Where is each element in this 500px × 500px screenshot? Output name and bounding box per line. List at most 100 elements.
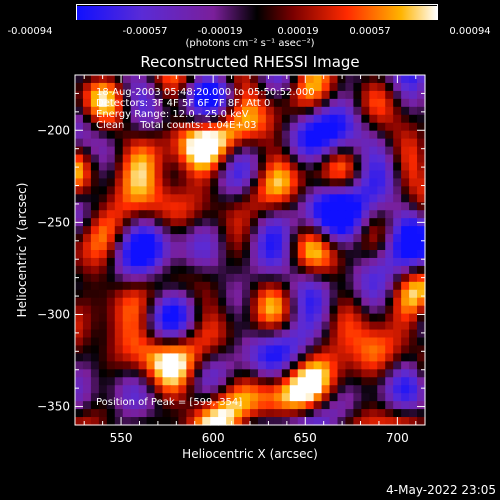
heatmap-cell — [178, 98, 187, 108]
heatmap-cell — [257, 313, 267, 323]
heatmap-cell — [178, 106, 187, 116]
heatmap-cell — [265, 210, 275, 219]
heatmap-cell — [250, 98, 259, 108]
heatmap-cell — [313, 98, 323, 108]
heatmap-cell — [90, 82, 100, 92]
heatmap-cell — [393, 297, 402, 307]
heatmap-cell — [218, 250, 227, 259]
heatmap-cell — [289, 75, 299, 84]
heatmap-cell — [409, 138, 418, 148]
heatmap-cell — [305, 369, 315, 378]
heatmap-cell — [297, 75, 307, 84]
heatmap-cell — [178, 361, 187, 370]
heatmap-cell — [130, 138, 140, 148]
heatmap-cell — [130, 75, 140, 84]
heatmap-cell — [242, 138, 251, 148]
heatmap-cell — [114, 75, 124, 84]
heatmap-cell — [146, 329, 156, 339]
heatmap-cell — [313, 170, 323, 179]
heatmap-cell — [82, 75, 92, 84]
heatmap-cell — [289, 265, 299, 275]
heatmap-cell — [345, 218, 354, 227]
heatmap-cell — [321, 305, 331, 315]
heatmap-cell — [377, 313, 386, 323]
heatmap-cell — [218, 194, 227, 203]
heatmap-cell — [90, 154, 100, 164]
heatmap-cell — [75, 242, 84, 251]
heatmap-cell — [385, 186, 394, 195]
heatmap-cell — [106, 250, 116, 259]
heatmap-cell — [242, 329, 251, 339]
heatmap-cell — [154, 289, 164, 299]
heatmap-cell — [218, 210, 227, 219]
heatmap-cell — [305, 170, 315, 179]
heatmap-cell — [122, 409, 132, 418]
heatmap-cell — [242, 170, 251, 179]
heatmap-cell — [106, 369, 116, 378]
heatmap-cell — [393, 202, 402, 211]
heatmap-cell — [130, 345, 140, 354]
heatmap-cell — [313, 106, 323, 116]
heatmap-cell — [90, 218, 100, 227]
heatmap-cell — [138, 385, 148, 394]
heatmap-cell — [273, 321, 283, 331]
heatmap-cell — [289, 194, 299, 203]
heatmap-cell — [154, 210, 164, 219]
heatmap-cell — [377, 186, 386, 195]
heatmap-cell — [393, 154, 402, 164]
heatmap-cell — [82, 178, 92, 187]
heatmap-cell — [265, 281, 275, 291]
heatmap-cell — [114, 321, 124, 331]
heatmap-cell — [154, 353, 164, 362]
heatmap-cell — [377, 281, 386, 291]
heatmap-cell — [329, 297, 339, 307]
heatmap-cell — [265, 361, 275, 370]
heatmap-cell — [122, 401, 132, 410]
heatmap-cell — [345, 329, 354, 339]
heatmap-cell — [289, 273, 299, 283]
heatmap-cell — [377, 138, 386, 148]
heatmap-cell — [162, 250, 172, 259]
heatmap-cell — [202, 186, 211, 195]
heatmap-cell — [226, 377, 235, 386]
heatmap-cell — [82, 226, 92, 235]
heatmap-cell — [369, 170, 378, 179]
y-tick-label: −350 — [37, 400, 70, 414]
heatmap-cell — [122, 170, 132, 179]
heatmap-cell — [385, 98, 394, 108]
heatmap-cell — [337, 170, 347, 179]
heatmap-cell — [90, 401, 100, 410]
heatmap-cell — [114, 98, 124, 108]
heatmap-cell — [305, 202, 315, 211]
heatmap-cell — [273, 114, 283, 124]
heatmap-cell — [226, 242, 235, 251]
heatmap-cell — [75, 409, 84, 418]
heatmap-cell — [154, 98, 164, 108]
heatmap-cell — [361, 154, 370, 164]
heatmap-cell — [417, 273, 426, 283]
heatmap-cell — [75, 321, 84, 331]
heatmap-cell — [409, 154, 418, 164]
heatmap-cell — [345, 82, 354, 92]
heatmap-cell — [114, 313, 124, 323]
heatmap-cell — [417, 305, 426, 315]
heatmap-cell — [289, 154, 299, 164]
heatmap-cell — [289, 242, 299, 251]
heatmap-cell — [186, 82, 195, 92]
heatmap-cell — [170, 289, 179, 299]
heatmap-cell — [313, 186, 323, 195]
heatmap-cell — [170, 146, 179, 156]
heatmap-cell — [329, 234, 339, 243]
heatmap-cell — [297, 289, 307, 299]
heatmap-cell — [329, 210, 339, 219]
heatmap-cell — [353, 75, 362, 84]
heatmap-cell — [257, 202, 267, 211]
heatmap-cell — [250, 186, 259, 195]
heatmap-cell — [369, 409, 378, 418]
heatmap-cell — [202, 202, 211, 211]
heatmap-cell — [170, 369, 179, 378]
heatmap-cell — [297, 186, 307, 195]
heatmap-cell — [90, 186, 100, 195]
heatmap-cell — [122, 98, 132, 108]
heatmap-cell — [289, 186, 299, 195]
